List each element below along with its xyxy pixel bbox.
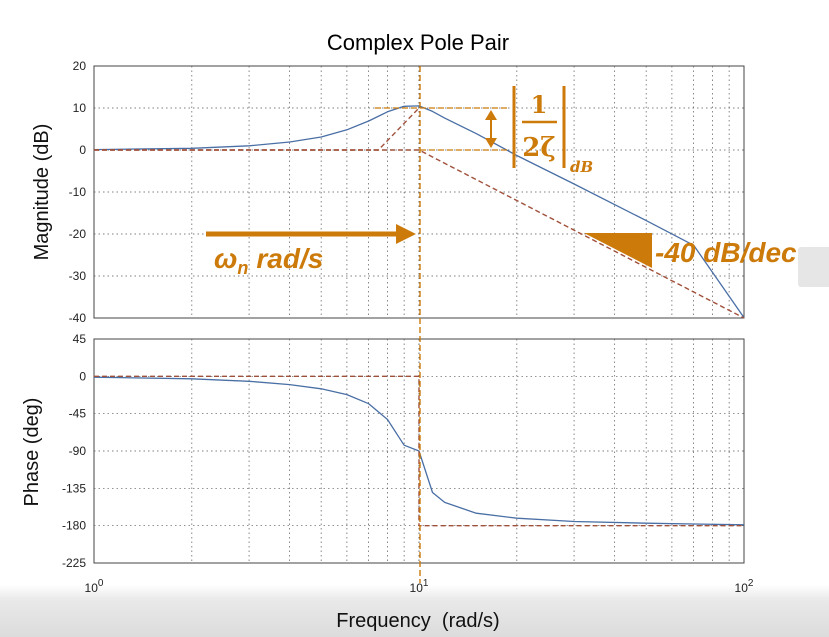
chart-title: Complex Pole Pair [327,30,509,55]
phase-y-tick-label: 45 [73,332,87,346]
magnitude-y-tick-label: -10 [69,185,87,199]
magnitude-plot: 20 10 0 -10 -20 -30 -40 Magnitude (dB) [31,59,745,325]
phase-y-label: Phase (deg) [21,398,43,507]
magnitude-y-tick-label: -20 [69,227,87,241]
phase-x-ticks: 100 101 102 [85,578,754,595]
magnitude-y-tick-label: -30 [69,269,87,283]
magnitude-series [93,105,745,319]
phase-y-tick-label: -180 [62,519,86,533]
magnitude-y-label: Magnitude (dB) [31,124,53,261]
phase-response-line [93,376,745,526]
peak-denominator: 2ζ [522,133,556,163]
x-tick-label: 102 [735,578,754,595]
side-panel-tab[interactable] [798,247,829,287]
magnitude-y-tick-label: 10 [73,101,87,115]
x-tick-label: 101 [410,578,429,595]
peak-magnitude-label: 1 2ζ dB [512,86,593,176]
phase-series [93,375,745,527]
slope-triangle [584,233,652,268]
peak-numerator: 1 [531,90,548,119]
magnitude-y-tick-label: -40 [69,311,87,325]
wn-subscript: n [237,258,248,278]
magnitude-y-tick-label: 0 [79,143,86,157]
slope-label: -40 dB/dec [655,237,797,268]
x-axis-label: Frequency (rad/s) [336,610,499,632]
annotations: 1 2ζ dB ωn rad/s -40 dB/dec [206,66,797,583]
wn-arrow-head [396,224,416,244]
phase-y-tick-label: -90 [69,444,87,458]
magnitude-response-line [93,105,745,318]
magnitude-asymptote-line [94,149,745,319]
phase-plot: 45 0 -45 -90 -135 -180 -225 100 101 102 Phase (d… [21,332,754,632]
peak-db-subscript: dB [570,158,593,176]
peak-arrow-head-up [485,110,497,120]
magnitude-y-tick-label: 20 [73,59,87,73]
wn-label: ωn rad/s [214,243,323,278]
peak-arrow-head-down [485,138,497,148]
phase-y-tick-label: -135 [62,481,86,495]
wn-omega: ω [214,243,237,274]
phase-y-tick-label: -45 [69,407,87,421]
magnitude-y-ticks: 20 10 0 -10 -20 -30 -40 [69,59,87,325]
x-tick-label: 100 [85,578,104,595]
phase-asymptote-line [94,375,744,527]
wn-units: rad/s [256,243,323,274]
phase-y-tick-label: -225 [62,556,86,570]
phase-y-ticks: 45 0 -45 -90 -135 -180 -225 [62,332,86,570]
phase-y-tick-label: 0 [79,369,86,383]
